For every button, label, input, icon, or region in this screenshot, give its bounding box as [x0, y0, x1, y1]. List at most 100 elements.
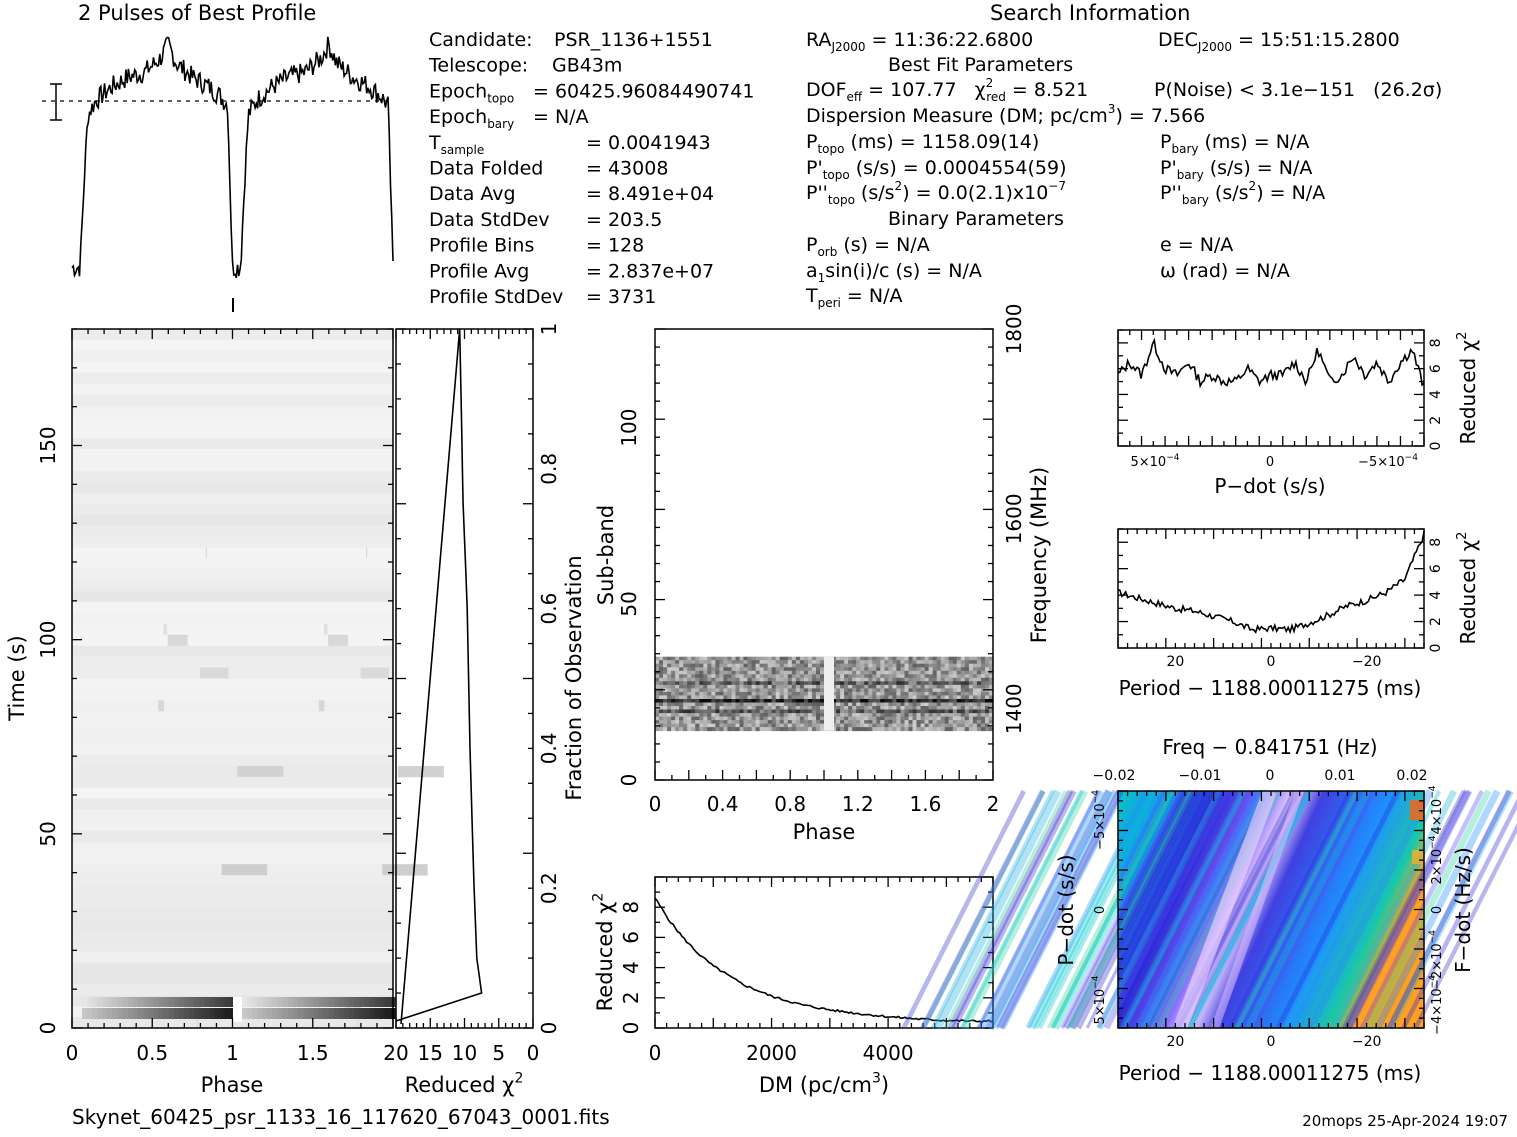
subband-cell	[747, 709, 752, 714]
subband-cell	[763, 727, 769, 732]
ppdot-streak	[1051, 789, 1179, 1030]
subband-cell	[691, 667, 696, 672]
subband-cell	[924, 713, 930, 718]
subband-cell	[667, 663, 672, 668]
subband-cell	[956, 706, 962, 710]
subband-cell	[864, 656, 869, 661]
subband-cell	[848, 716, 853, 721]
subband-cell	[916, 688, 921, 693]
subband-cell	[816, 723, 821, 728]
subband-cell	[848, 660, 853, 665]
subband-cell	[844, 663, 849, 668]
subband-cell	[743, 667, 748, 672]
subband-cell	[695, 727, 700, 732]
subband-cell	[872, 688, 877, 693]
subband-cell	[663, 684, 668, 689]
subband-cell	[860, 702, 865, 707]
subband-cell	[703, 667, 708, 672]
subband-cell	[892, 702, 897, 707]
subband-cell	[743, 723, 748, 728]
subband-cell	[747, 716, 752, 721]
subband-y2tick-label: 1600	[1002, 493, 1026, 544]
subband-cell	[663, 691, 668, 696]
subband-cell	[928, 688, 934, 693]
subband-cell	[844, 720, 849, 725]
subband-cell	[900, 695, 905, 700]
subband-cell	[775, 727, 781, 732]
subband-cell	[816, 670, 821, 675]
subband-cell	[755, 660, 761, 665]
subband-cell	[659, 663, 664, 668]
ppdot-streak	[1046, 790, 1170, 1029]
subband-cell	[985, 723, 990, 728]
subband-cell	[916, 670, 921, 675]
subband-cell	[707, 677, 712, 682]
subband-cell	[848, 677, 853, 682]
subband-cell	[731, 716, 736, 721]
time-row	[72, 438, 393, 450]
subband-cell	[964, 723, 970, 728]
subband-cell	[703, 663, 708, 668]
subband-cell	[964, 695, 970, 700]
subband-cell	[715, 716, 720, 721]
subband-cell	[900, 709, 905, 714]
subband-cell	[856, 713, 861, 718]
subband-cell	[695, 670, 700, 675]
subband-cell	[908, 695, 913, 700]
subband-cell	[767, 677, 773, 682]
dof-line: DOFeff = 107.77 χ2 red = 8.521	[806, 76, 1088, 104]
subband-cell	[860, 660, 865, 665]
ppdot-streak	[943, 790, 1068, 1029]
subband-cell	[679, 663, 684, 668]
subband-cell	[723, 670, 728, 675]
time-pulse-band	[303, 1008, 309, 1019]
subband-cell	[707, 667, 712, 672]
subband-cell	[663, 699, 668, 703]
time-pulse-band	[287, 997, 294, 1007]
subband-cell	[836, 723, 841, 728]
subband-cell	[735, 684, 740, 689]
subband-cell	[908, 723, 913, 728]
subband-cell	[659, 656, 664, 661]
subband-cell	[719, 684, 724, 689]
info-left-label: Candidate:	[429, 29, 533, 51]
time-pulse-band	[168, 1008, 175, 1019]
subband-cell	[811, 723, 817, 728]
subband-cell	[900, 688, 905, 693]
subband-cell	[892, 706, 897, 710]
subband-cell	[747, 670, 752, 675]
subband-cell	[976, 699, 982, 703]
info-left-value: = 60425.96084490741	[533, 80, 754, 102]
subband-cell	[687, 706, 692, 710]
subband-cell	[940, 684, 946, 689]
subband-cell	[964, 691, 970, 696]
subband-cell	[687, 723, 692, 728]
time-pulse-band	[112, 1008, 119, 1019]
subband-cell	[659, 699, 664, 703]
subband-cell	[699, 660, 704, 665]
time-row	[72, 984, 393, 996]
subband-cell	[655, 716, 660, 721]
subband-cell	[779, 716, 785, 721]
time-row	[72, 394, 393, 406]
subband-cell	[803, 727, 809, 732]
subband-cell	[820, 709, 825, 714]
subband-cell	[848, 699, 853, 703]
subband-cell	[940, 723, 946, 728]
subband-cell	[968, 723, 974, 728]
subband-cell	[944, 699, 950, 703]
subband-cell	[707, 709, 712, 714]
subband-cell	[940, 667, 946, 672]
subband-cell	[960, 663, 966, 668]
subband-cell	[691, 681, 696, 686]
subband-cell	[655, 695, 660, 700]
subband-cell	[980, 681, 986, 686]
subband-cell	[896, 699, 901, 703]
time-pulse-band	[282, 997, 289, 1007]
subband-cell	[667, 684, 672, 689]
subband-cell	[840, 684, 845, 689]
subband-cell	[787, 677, 793, 682]
subband-cell	[723, 684, 728, 689]
subband-cell	[892, 720, 897, 725]
subband-cell	[799, 713, 805, 718]
